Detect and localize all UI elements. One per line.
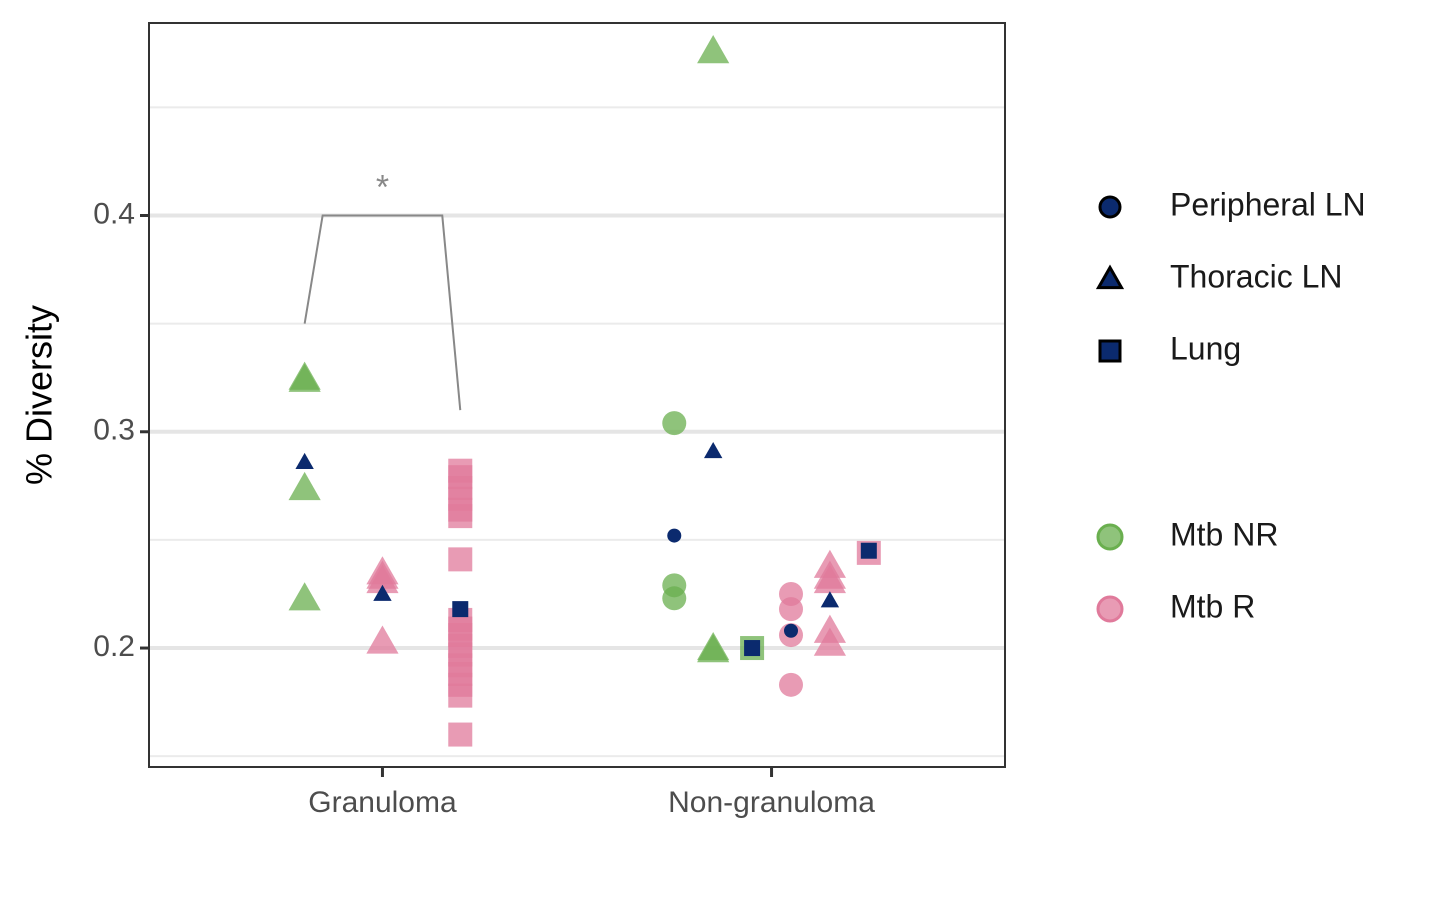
data-point (779, 672, 803, 697)
y-axis-label: % Diversity (19, 305, 60, 485)
data-point (448, 722, 473, 747)
legend-symbol (1096, 595, 1124, 623)
data-point (662, 586, 687, 611)
y-tick-label: 0.3 (93, 414, 135, 447)
data-point (697, 35, 730, 64)
reference-point (295, 452, 314, 469)
data-point (813, 627, 847, 656)
data-point (288, 582, 321, 611)
legend-symbol (1098, 339, 1122, 363)
plot-background (149, 23, 1005, 767)
y-tick-label: 0.4 (93, 197, 135, 230)
data-point (448, 683, 473, 708)
reference-point (860, 542, 877, 559)
legend-label: Peripheral LN (1170, 186, 1366, 222)
x-tick-label: Non-granuloma (668, 786, 875, 819)
data-point (366, 564, 399, 594)
legend-label: Mtb NR (1170, 516, 1278, 552)
legend-symbol (1098, 195, 1122, 219)
reference-point (820, 591, 840, 608)
data-point (366, 625, 399, 654)
data-point (288, 363, 321, 392)
legend-symbol (1096, 523, 1124, 551)
legend-label: Thoracic LN (1170, 258, 1343, 294)
legend-label: Lung (1170, 330, 1241, 366)
reference-point (452, 601, 469, 618)
data-point (813, 564, 847, 594)
data-point (662, 411, 687, 436)
reference-point (373, 584, 392, 601)
data-point (288, 471, 321, 501)
x-tick-label: Granuloma (308, 786, 457, 819)
data-point (448, 547, 473, 572)
reference-point (784, 623, 798, 638)
reference-point (667, 528, 682, 543)
y-tick-label: 0.2 (93, 630, 135, 663)
legend-symbol (1095, 264, 1125, 290)
significance-label: * (376, 168, 389, 206)
data-point (448, 504, 473, 529)
data-point (779, 597, 803, 622)
plot-border (148, 22, 1006, 768)
data-point (697, 634, 730, 663)
significance-bracket (303, 214, 462, 411)
reference-point (744, 640, 761, 657)
legend-label: Mtb R (1170, 588, 1255, 624)
reference-point (703, 442, 723, 459)
